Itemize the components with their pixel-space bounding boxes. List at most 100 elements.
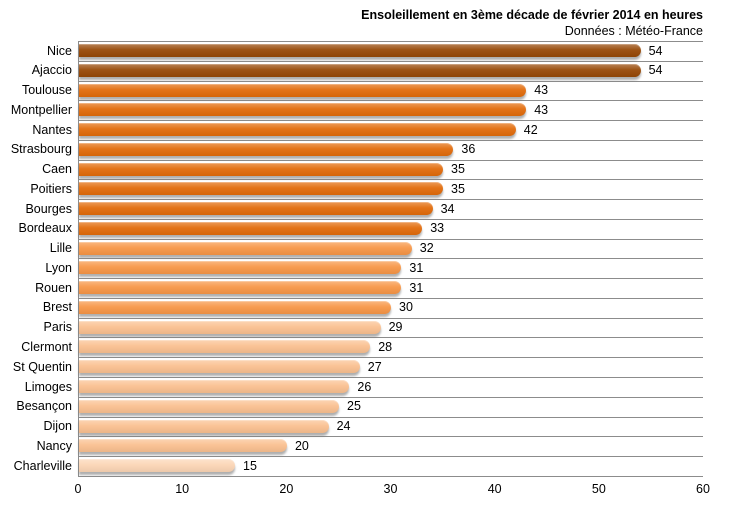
bar-row: Ajaccio 54 [32, 62, 703, 82]
bar-row: Nantes 42 [32, 121, 703, 141]
bar [79, 83, 527, 97]
x-tick-label: 40 [487, 482, 502, 496]
value-label: 30 [399, 300, 413, 315]
category-label: Charleville [13, 458, 72, 473]
category-label: Strasbourg [10, 142, 72, 157]
value-label: 32 [419, 241, 434, 256]
bar [79, 221, 423, 235]
bar [79, 360, 360, 374]
bar [79, 202, 433, 216]
bar [79, 123, 516, 137]
bar-row: Limoges 26 [25, 378, 703, 398]
bar [79, 182, 443, 196]
bar-row: Bourges 34 [25, 200, 703, 220]
bar-row: Caen 35 [42, 161, 703, 181]
bar-row: Clermont 28 [21, 338, 703, 359]
bar [79, 63, 641, 77]
value-label: 34 [440, 201, 455, 216]
bar [79, 103, 527, 117]
bar-row: Brest 30 [43, 299, 703, 319]
category-label: Ajaccio [31, 63, 72, 78]
value-label: 31 [409, 260, 424, 275]
bar [79, 320, 381, 334]
bar-row: Paris 29 [44, 319, 703, 339]
x-tick-label: 20 [279, 482, 294, 496]
value-label: 35 [451, 181, 465, 196]
category-label: Bourges [25, 201, 72, 216]
bar [79, 261, 402, 275]
bar-row: Lyon 31 [45, 259, 703, 280]
chart-subtitle: Données : Météo-France [564, 24, 703, 39]
value-label: 25 [347, 399, 361, 414]
bar [79, 399, 339, 413]
bar-row: Strasbourg 36 [11, 141, 703, 161]
bar [79, 281, 402, 295]
x-tick-label: 50 [591, 482, 606, 496]
value-label: 29 [388, 320, 403, 335]
value-label: 43 [534, 102, 549, 117]
bar [79, 459, 235, 473]
value-label: 28 [378, 339, 393, 354]
bar-row: Nice 54 [47, 42, 703, 62]
bar [79, 241, 412, 255]
value-label: 43 [534, 83, 549, 98]
value-label: 35 [451, 162, 465, 177]
category-label: Lille [49, 241, 72, 256]
category-label: Nancy [36, 438, 72, 453]
x-tick-label: 0 [74, 482, 82, 496]
value-label: 54 [648, 43, 663, 58]
value-label: 31 [409, 280, 424, 295]
bar [79, 439, 287, 453]
x-axis: 0 10 20 30 40 50 60 [74, 482, 710, 498]
category-label: Bordeaux [18, 221, 72, 236]
bar-row: Charleville 15 [14, 457, 703, 477]
bar-row: Rouen 31 [35, 279, 703, 299]
value-label: 26 [357, 379, 372, 394]
value-label: 24 [336, 419, 351, 434]
bar-row: St Quentin 27 [13, 358, 703, 379]
category-label: St Quentin [12, 359, 72, 374]
chart-header: Ensoleillement en 3ème décade de février… [361, 7, 703, 40]
value-label: 33 [430, 221, 445, 236]
category-label: Nantes [32, 122, 72, 137]
x-tick-label: 60 [696, 482, 710, 496]
value-label: 20 [294, 438, 309, 453]
bar [79, 44, 641, 57]
bar [79, 300, 391, 314]
category-label: Limoges [24, 379, 72, 394]
bar-row: Besançon 25 [16, 398, 703, 418]
x-tick-label: 30 [383, 482, 398, 496]
value-label: 42 [523, 122, 538, 137]
bar [79, 340, 371, 354]
bar-row: Bordeaux 33 [18, 220, 703, 240]
bar-row: Nancy 20 [37, 437, 703, 458]
plot-area: Nice 54 Ajaccio 54 Toulouse 43 Montpellier 43 Na… [11, 41, 703, 477]
category-label: Poitiers [30, 181, 72, 196]
bar [79, 419, 329, 433]
bar [79, 380, 350, 394]
category-label: Lyon [45, 260, 72, 275]
category-label: Rouen [35, 280, 72, 295]
value-label: 36 [461, 142, 476, 157]
category-label: Besançon [16, 399, 72, 414]
bar-row: Lille 32 [50, 240, 703, 260]
bar-row: Montpellier 43 [11, 101, 703, 122]
x-tick-label: 10 [175, 482, 190, 496]
category-label: Caen [42, 162, 72, 177]
category-label: Toulouse [21, 83, 72, 98]
bar-row: Poitiers 35 [30, 180, 703, 201]
value-label: 15 [243, 458, 257, 473]
chart-title: Ensoleillement en 3ème décade de février… [361, 8, 703, 22]
bar [79, 142, 454, 156]
bar [79, 162, 443, 176]
category-label: Dijon [43, 419, 73, 434]
bar-row: Dijon 24 [44, 418, 703, 438]
category-label: Brest [42, 300, 72, 315]
category-label: Montpellier [10, 102, 72, 117]
bar-row: Toulouse 43 [22, 82, 703, 102]
value-label: 27 [367, 359, 382, 374]
category-label: Clermont [21, 339, 72, 354]
category-label: Nice [46, 43, 72, 58]
category-label: Paris [43, 320, 72, 335]
